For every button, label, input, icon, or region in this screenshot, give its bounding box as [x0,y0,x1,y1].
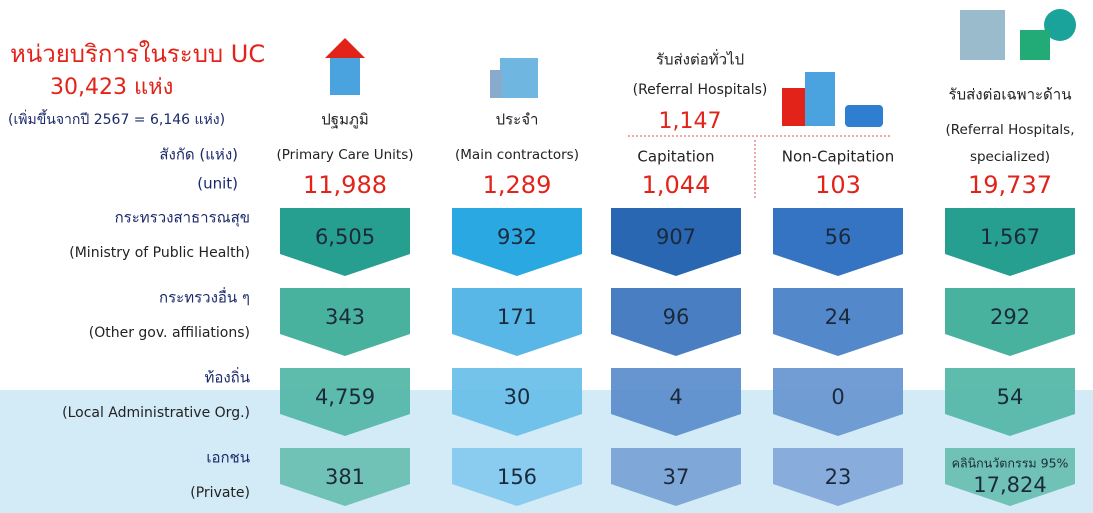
cell-value: 1,567 [980,225,1040,249]
cell-value: 381 [325,465,365,489]
cell-value: 30 [504,385,531,409]
row-label: ท้องถิ่น [204,367,250,387]
unit-en: (unit) [197,175,238,193]
cell-value: 96 [663,305,690,329]
cell-value: 171 [497,305,537,329]
cell-value: 932 [497,225,537,249]
cell-value: 56 [825,225,852,249]
cell-value: 23 [825,465,852,489]
cell-value: 907 [656,225,696,249]
column-name: ปฐมภูมิ [321,111,368,129]
cell-value: 0 [831,385,844,409]
column-total: 11,988 [303,171,387,199]
cell-value: 6,505 [315,225,375,249]
row-label-en: (Other gov. affiliations) [89,325,250,341]
cell-value: 156 [497,465,537,489]
cell-value: 292 [990,305,1030,329]
column-name-en: (Referral Hospitals, [946,122,1075,138]
increase: (เพิ่มขึ้นจากปี 2567 = 6,146 แห่ง) [8,109,225,128]
cell-value: 343 [325,305,365,329]
cell-value: 24 [825,305,852,329]
row-label: กระทรวงสาธารณสุข [115,209,250,228]
row-label-en: (Ministry of Public Health) [69,245,250,261]
column-name: ประจำ [496,111,539,129]
cell-value: 37 [663,465,690,489]
column-total: 1,044 [642,171,711,199]
row-label: กระทรวงอื่น ๆ [159,287,250,307]
referral-subtitle: (Referral Hospitals) [633,82,768,98]
unit-th: สังกัด (แห่ง) [159,146,238,164]
total: 30,423 แห่ง [50,75,173,100]
column-total: 103 [815,171,861,199]
column-total: 19,737 [968,171,1052,199]
row-label: เอกชน [206,449,250,467]
title: หน่วยบริการในระบบ UC [10,40,265,68]
column-name-en: (Main contractors) [455,147,579,163]
cell-value: 4,759 [315,385,375,409]
cell-note: คลินิกนวัตกรรม 95% [952,456,1069,471]
cell-value: 4 [669,385,682,409]
referral-total: 1,147 [659,109,722,134]
infographic: หน่วยบริการในระบบ UC 30,423 แห่ง (เพิ่มข… [0,0,1093,513]
row-label-en: (Local Administrative Org.) [62,405,250,421]
column-name-en: specialized) [970,149,1050,165]
cell-value: 54 [997,385,1024,409]
row-label-en: (Private) [190,485,250,501]
column-name-en: (Primary Care Units) [276,147,413,163]
column-total: 1,289 [483,171,552,199]
cell-value: 17,824 [973,473,1046,497]
column-name: รับส่งต่อเฉพาะด้าน [949,86,1072,104]
column-name: Non-Capitation [782,148,894,166]
referral-title: รับส่งต่อทั่วไป [656,49,744,69]
column-name: Capitation [637,148,714,166]
